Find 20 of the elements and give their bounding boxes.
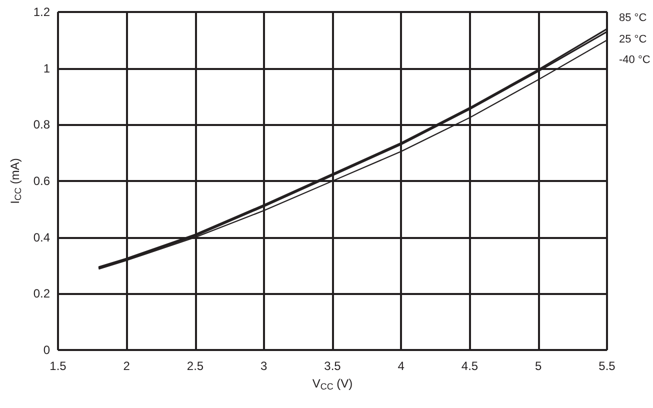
x-tick-label: 3 [260,359,268,373]
series-label: -40 °C [619,54,650,66]
x-tick-label: 4.5 [461,359,478,373]
x-tick-label: 4 [398,359,405,373]
y-tick-label: 1.2 [33,5,50,19]
y-tick-label: 0.4 [33,230,50,244]
x-tick-label: 1.5 [50,359,67,373]
x-tick-label: 2 [123,359,130,373]
y-tick-label: 0.6 [33,174,50,188]
series-label: 85 °C [619,12,647,24]
x-tick-label: 2.5 [186,359,204,373]
x-tick-label: 3.5 [324,359,342,373]
series-label: 25 °C [619,34,647,46]
y-tick-label: 1 [43,61,50,76]
x-tick-label: 5 [535,359,542,373]
y-tick-label: 0 [43,343,50,357]
x-tick-label: 5.5 [598,359,616,373]
y-axis-title: ICC (mA) [8,158,23,204]
y-tick-label: 0.8 [33,118,50,132]
y-tick-label: 0.2 [33,286,50,301]
